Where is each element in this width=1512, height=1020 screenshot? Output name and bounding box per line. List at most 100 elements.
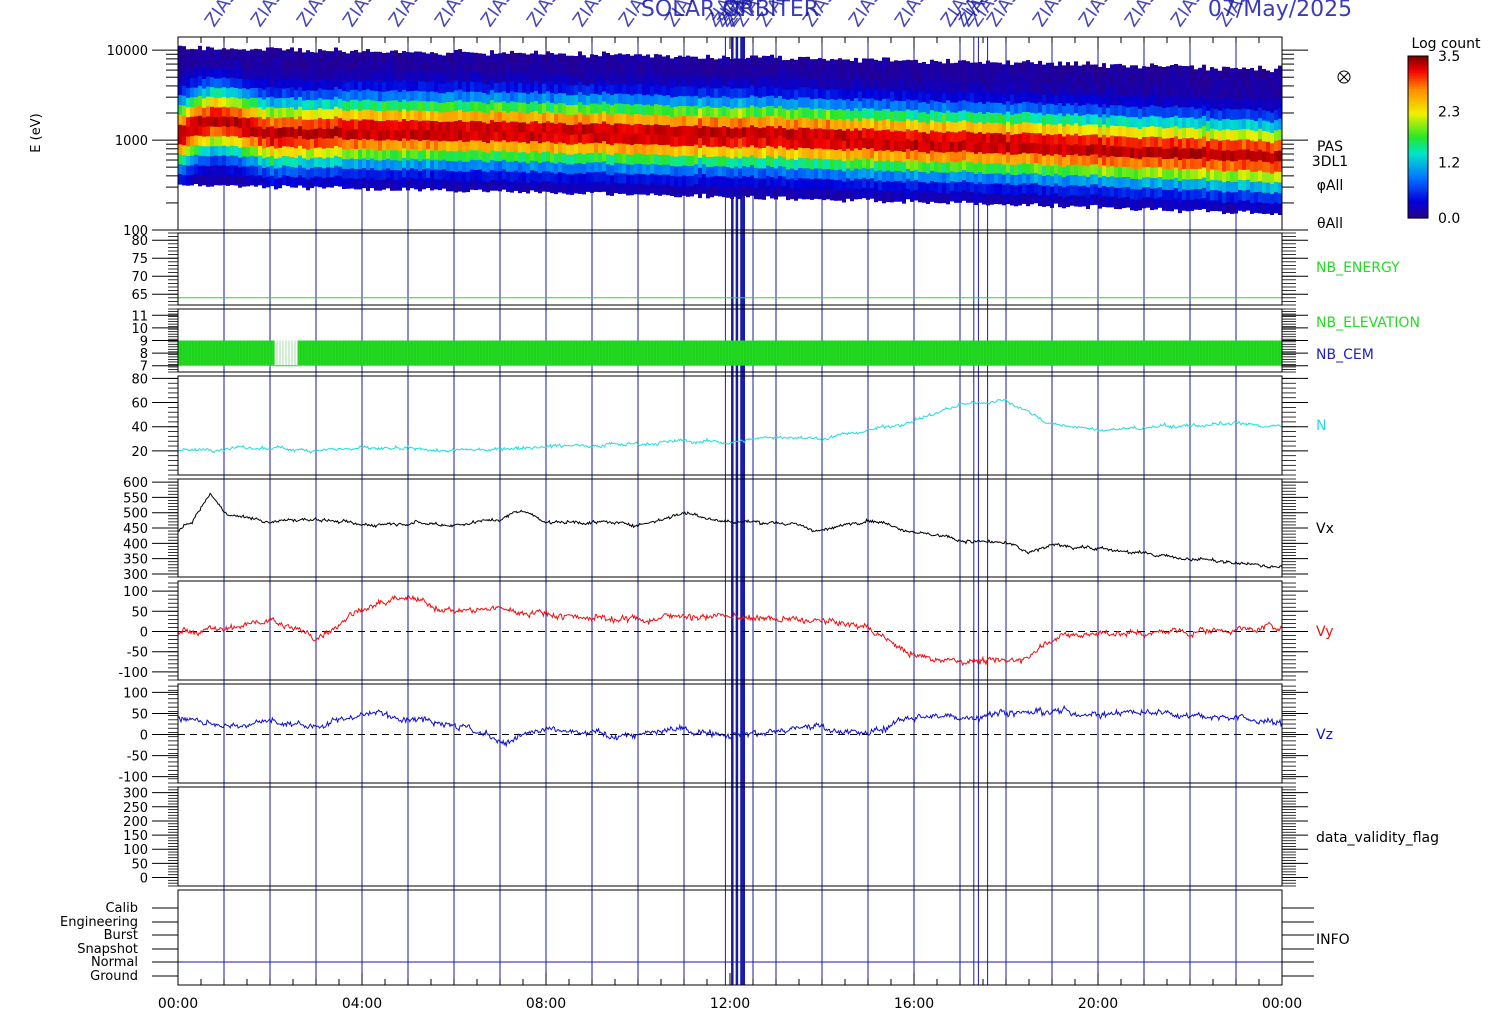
spectrogram-cell (394, 50, 398, 61)
spectrogram-cell (342, 100, 346, 111)
spectrogram-cell (206, 176, 210, 187)
spectrogram-cell (626, 134, 630, 146)
spectrogram-cell (1018, 93, 1022, 104)
spectrogram-cell (866, 68, 870, 80)
spectrogram-cell (1222, 119, 1226, 131)
spectrogram-cell (1190, 168, 1194, 180)
spectrogram-cell (558, 73, 562, 84)
spectrogram-cell (830, 109, 834, 120)
spectrogram-cell (1242, 88, 1246, 99)
spectrogram-cell (918, 142, 922, 153)
spectrogram-cell (338, 108, 342, 119)
spectrogram-cell (742, 59, 746, 70)
spectrogram-cell (1002, 114, 1006, 126)
spectrogram-cell (842, 100, 846, 111)
spectrogram-cell (338, 89, 342, 100)
spectrogram-cell (270, 165, 274, 177)
spectrogram-cell (1186, 148, 1190, 160)
spectrogram-cell (502, 52, 506, 63)
spectrogram-cell (474, 160, 478, 171)
spectrogram-cell (1194, 119, 1198, 130)
spectrogram-cell (598, 94, 602, 106)
spectrogram-cell (834, 129, 838, 141)
spectrogram-cell (1234, 161, 1238, 173)
spectrogram-cell (1218, 200, 1222, 212)
spectrogram-cell (382, 111, 386, 122)
spectrogram-cell (1238, 109, 1242, 121)
spectrogram-cell (802, 127, 806, 139)
spectrogram-cell (458, 99, 462, 111)
spectrogram-cell (1114, 136, 1118, 148)
spectrogram-cell (886, 150, 890, 161)
spectrogram-cell (798, 56, 802, 68)
spectrogram-cell (222, 67, 226, 78)
spectrogram-cell (334, 86, 338, 98)
spectrogram-cell (574, 95, 578, 106)
spectrogram-cell (754, 55, 758, 67)
spectrogram-cell (1026, 174, 1030, 186)
spectrogram-cell (558, 152, 562, 163)
spectrogram-cell (194, 116, 198, 127)
spectrogram-cell (542, 181, 546, 192)
spectrogram-cell (522, 73, 526, 84)
spectrogram-cell (694, 135, 698, 146)
spectrogram-cell (1230, 192, 1234, 204)
spectrogram-cell (414, 120, 418, 131)
spectrogram-cell (966, 111, 970, 123)
spectrogram-cell (218, 49, 222, 60)
spectrogram-cell (218, 59, 222, 70)
spectrogram-cell (182, 125, 186, 136)
spectrogram-cell (1074, 82, 1078, 93)
spectrogram-cell (910, 60, 914, 71)
spectrogram-cell (434, 62, 438, 74)
spectrogram-cell (1014, 164, 1018, 176)
spectrogram-cell (1254, 80, 1258, 92)
spectrogram-cell (322, 158, 326, 169)
spectrogram-cell (554, 74, 558, 85)
spectrogram-cell (690, 146, 694, 157)
spectrogram-cell (1214, 68, 1218, 80)
spectrogram-cell (406, 121, 410, 132)
spectrogram-cell (366, 89, 370, 101)
spectrogram-cell (1266, 131, 1270, 143)
spectrogram-cell (734, 68, 738, 79)
spectrogram-cell (202, 136, 206, 147)
spectrogram-cell (642, 164, 646, 175)
spectrogram-cell (922, 182, 926, 193)
colorbar-cell (1408, 195, 1428, 199)
spectrogram-cell (426, 139, 430, 150)
spectrogram-cell (1094, 134, 1098, 145)
spectrogram-cell (818, 188, 822, 200)
spectrogram-cell (1074, 174, 1078, 186)
spectrogram-cell (606, 73, 610, 84)
spectrogram-cell (722, 95, 726, 107)
spectrogram-cell (338, 50, 342, 61)
spectrogram-cell (942, 113, 946, 124)
spectrogram-cell (214, 107, 218, 118)
spectrogram-cell (450, 112, 454, 123)
spectrogram-cell (1058, 92, 1062, 104)
spectrogram-cell (1026, 122, 1030, 134)
spectrogram-cell (986, 122, 990, 134)
spectrogram-cell (262, 89, 266, 101)
spectrogram-cell (1154, 188, 1158, 200)
spectrogram-cell (870, 148, 874, 159)
spectrogram-cell (1126, 137, 1130, 148)
spectrogram-cell (898, 171, 902, 182)
spectrogram-cell (266, 146, 270, 158)
spectrogram-cell (798, 117, 802, 129)
spectrogram-cell (1134, 75, 1138, 87)
spectrogram-cell (1230, 140, 1234, 152)
spectrogram-cell (1026, 195, 1030, 207)
spectrogram-cell (834, 180, 838, 191)
time-tick-label: 00:00 (158, 996, 198, 1012)
spectrogram-cell (466, 181, 470, 193)
spectrogram-cell (1082, 125, 1086, 136)
spectrogram-cell (1066, 185, 1070, 197)
spectrogram-cell (378, 81, 382, 92)
spectrogram-cell (238, 59, 242, 70)
spectrogram-cell (1142, 137, 1146, 148)
spectrogram-cell (1102, 73, 1106, 85)
spectrogram-cell (942, 123, 946, 134)
